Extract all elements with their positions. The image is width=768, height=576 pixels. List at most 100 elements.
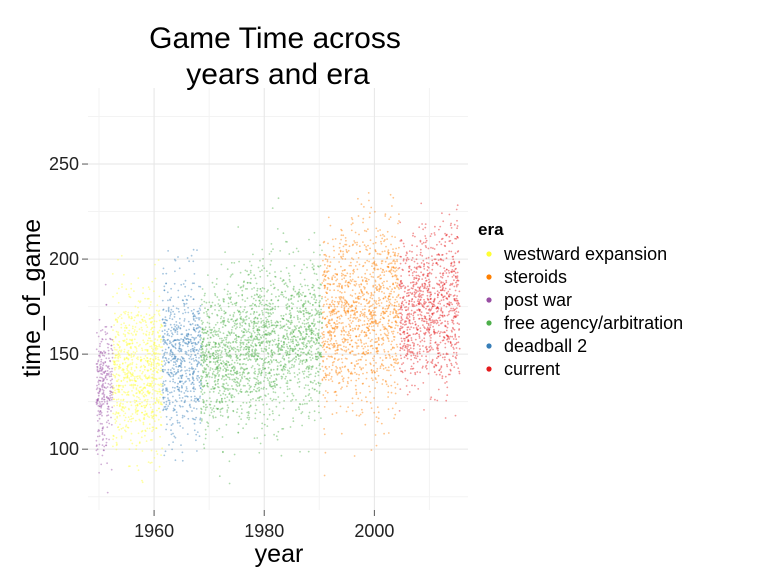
data-point — [310, 332, 313, 335]
data-point — [151, 373, 154, 376]
data-point — [277, 339, 280, 342]
data-point — [133, 330, 136, 333]
data-point — [367, 345, 369, 348]
data-point — [389, 216, 392, 219]
data-point — [115, 448, 118, 451]
data-point — [379, 298, 381, 301]
data-point — [286, 350, 289, 353]
data-point — [386, 336, 389, 339]
data-point — [316, 358, 318, 361]
data-point — [311, 366, 314, 369]
data-point — [371, 329, 374, 331]
data-point — [346, 251, 349, 254]
data-point — [283, 392, 285, 394]
data-point — [353, 301, 355, 304]
data-point — [311, 357, 314, 360]
data-point — [301, 348, 303, 350]
data-point — [228, 364, 231, 366]
data-point — [261, 398, 264, 401]
data-point — [325, 323, 328, 326]
data-point — [239, 404, 242, 407]
data-point — [190, 395, 193, 398]
data-point — [113, 361, 116, 364]
data-point — [301, 360, 304, 363]
data-point — [270, 259, 273, 262]
data-point — [246, 351, 249, 354]
data-point — [214, 350, 217, 352]
data-point — [338, 344, 341, 346]
data-point — [209, 353, 211, 355]
data-point — [140, 405, 143, 407]
data-point — [268, 371, 271, 374]
data-point — [288, 253, 291, 255]
data-point — [302, 331, 305, 333]
data-point — [310, 337, 313, 339]
data-point — [389, 325, 392, 328]
data-point — [309, 373, 312, 376]
data-point — [357, 345, 360, 348]
data-point — [354, 307, 357, 310]
data-point — [234, 327, 237, 330]
data-point — [272, 283, 275, 286]
data-point — [98, 390, 101, 393]
data-point — [101, 427, 104, 430]
data-point — [266, 318, 269, 321]
data-point — [334, 349, 337, 352]
data-point — [318, 266, 320, 268]
data-point — [118, 384, 120, 387]
data-point — [158, 309, 161, 312]
data-point — [254, 349, 256, 352]
data-point — [321, 274, 324, 277]
data-point — [345, 312, 347, 314]
data-point — [155, 320, 158, 323]
data-point — [221, 385, 224, 388]
data-point — [177, 325, 180, 328]
data-point — [357, 339, 360, 341]
data-point — [331, 301, 333, 304]
data-point — [345, 243, 348, 246]
data-point — [340, 274, 343, 277]
data-point — [106, 403, 109, 405]
data-point — [104, 361, 107, 364]
data-point — [268, 363, 271, 365]
data-point — [110, 347, 113, 350]
data-point — [150, 368, 152, 371]
data-point — [367, 292, 370, 295]
data-point — [382, 297, 385, 300]
data-point — [367, 352, 369, 354]
data-point — [272, 419, 275, 421]
data-point — [279, 277, 282, 280]
data-point — [133, 338, 136, 341]
data-point — [308, 324, 310, 327]
data-point — [395, 278, 398, 281]
data-point — [136, 395, 138, 398]
data-point — [115, 398, 118, 401]
data-point — [127, 357, 130, 360]
data-point — [384, 354, 387, 357]
data-point — [384, 295, 387, 298]
data-point — [229, 334, 232, 336]
data-point — [152, 426, 155, 429]
data-point — [213, 405, 216, 407]
data-point — [256, 358, 258, 360]
data-point — [113, 398, 115, 401]
data-point — [298, 408, 301, 411]
data-point — [311, 286, 313, 289]
data-point — [350, 372, 352, 375]
data-point — [259, 288, 262, 290]
data-point — [267, 366, 270, 369]
data-point — [324, 279, 327, 281]
data-point — [336, 316, 339, 319]
data-point — [381, 282, 384, 285]
data-point — [249, 313, 252, 315]
data-point — [153, 414, 156, 416]
data-point — [304, 295, 307, 298]
data-point — [360, 203, 363, 206]
data-point — [219, 366, 222, 369]
data-point — [369, 311, 372, 313]
data-point — [394, 253, 396, 256]
data-point — [325, 376, 328, 378]
data-point — [358, 298, 361, 300]
data-point — [117, 287, 120, 290]
data-point — [266, 403, 268, 406]
